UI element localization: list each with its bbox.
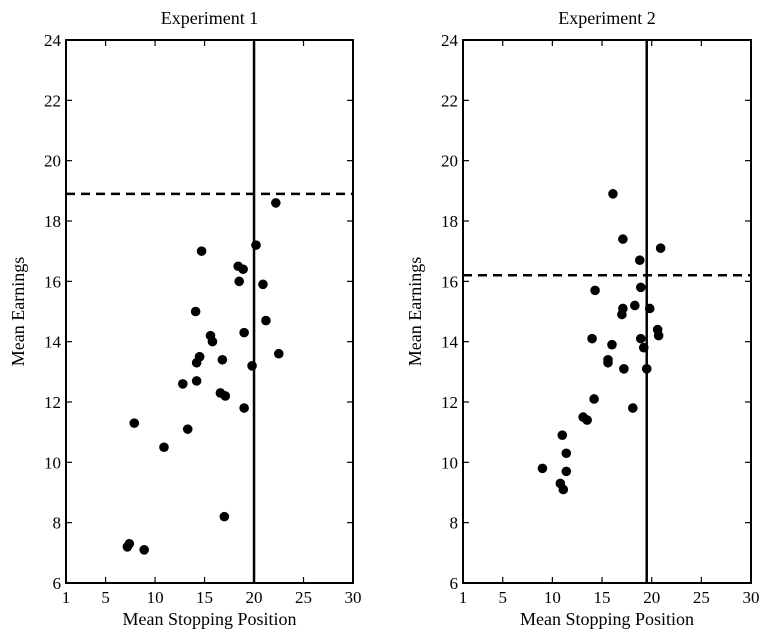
data-point xyxy=(239,327,249,338)
data-point xyxy=(644,303,655,314)
data-point xyxy=(191,376,202,386)
chart-title: Experiment 2 xyxy=(558,8,655,28)
data-point xyxy=(608,189,618,199)
data-point xyxy=(129,418,140,428)
y-tick-label: 12 xyxy=(441,393,458,412)
data-point xyxy=(561,466,572,477)
data-point xyxy=(603,354,613,365)
data-point xyxy=(247,361,257,371)
data-point xyxy=(220,391,231,401)
y-tick-label: 12 xyxy=(44,393,61,412)
x-tick-label: 20 xyxy=(246,588,263,607)
data-point xyxy=(587,333,597,344)
data-point xyxy=(619,364,629,374)
x-tick-label: 30 xyxy=(743,588,760,607)
plot-frame xyxy=(65,39,354,584)
data-point xyxy=(655,243,666,253)
y-tick-label: 8 xyxy=(450,514,459,533)
y-tick-label: 24 xyxy=(441,31,459,50)
y-tick-label: 16 xyxy=(441,272,458,291)
x-tick-label: 15 xyxy=(594,588,611,607)
x-axis-label: Mean Stopping Position xyxy=(520,609,694,629)
data-point xyxy=(139,545,149,555)
x-tick-label: 5 xyxy=(498,588,507,607)
data-point xyxy=(194,351,205,362)
data-point xyxy=(219,511,230,522)
x-tick-label: 10 xyxy=(147,588,164,607)
y-tick-label: 14 xyxy=(44,333,62,352)
y-tick-label: 8 xyxy=(53,514,62,533)
data-point xyxy=(582,415,592,425)
data-point xyxy=(557,430,568,440)
data-point xyxy=(653,330,664,341)
x-axis-label: Mean Stopping Position xyxy=(122,609,296,629)
data-point xyxy=(239,403,249,413)
y-tick-label: 18 xyxy=(441,212,458,231)
data-point xyxy=(635,282,646,293)
y-tick-label: 20 xyxy=(441,152,458,171)
y-tick-label: 6 xyxy=(450,574,459,593)
y-axis-label: Mean Earnings xyxy=(8,257,28,366)
y-tick-label: 6 xyxy=(53,574,62,593)
data-point xyxy=(537,463,548,474)
data-point xyxy=(261,315,271,326)
data-point xyxy=(159,442,169,453)
data-point xyxy=(590,285,600,296)
panels: 1 5 10 15 20 25 30681012141618202224Experiment… xyxy=(8,8,760,629)
data-point xyxy=(628,403,638,413)
y-tick-label: 20 xyxy=(44,152,61,171)
y-tick-label: 22 xyxy=(44,91,61,110)
x-tick-label: 1 xyxy=(459,588,468,607)
y-tick-label: 22 xyxy=(441,91,458,110)
x-tick-label: 1 xyxy=(62,588,71,607)
data-point xyxy=(618,303,628,314)
data-point xyxy=(273,348,284,359)
data-point xyxy=(589,394,599,404)
data-point xyxy=(207,336,218,347)
y-tick-label: 10 xyxy=(441,453,458,472)
data-point xyxy=(177,379,188,389)
y-tick-label: 10 xyxy=(44,453,61,472)
data-point xyxy=(561,448,572,459)
data-point xyxy=(238,264,248,275)
data-point xyxy=(558,484,569,495)
data-point xyxy=(182,424,193,434)
data-point xyxy=(641,364,652,374)
data-point xyxy=(258,279,268,290)
y-tick-label: 16 xyxy=(44,272,61,291)
plot-frame xyxy=(462,39,752,584)
x-tick-label: 30 xyxy=(345,588,362,607)
x-tick-label: 20 xyxy=(643,588,660,607)
data-point xyxy=(251,240,261,250)
y-axis-label: Mean Earnings xyxy=(405,257,425,366)
x-tick-label: 15 xyxy=(196,588,213,607)
chart-panel-1: 1 5 10 15 20 25 30681012141618202224Experiment… xyxy=(8,8,362,629)
data-point xyxy=(638,342,649,353)
data-point xyxy=(634,255,645,266)
data-point xyxy=(190,306,201,317)
data-point xyxy=(630,300,640,311)
x-tick-label: 25 xyxy=(295,588,312,607)
y-tick-label: 14 xyxy=(441,333,459,352)
data-point xyxy=(196,246,207,256)
y-tick-label: 18 xyxy=(44,212,61,231)
x-tick-label: 5 xyxy=(101,588,110,607)
data-point xyxy=(271,198,281,208)
chart-panel-2: 1 5 10 15 20 25 30681012141618202224Experiment… xyxy=(405,8,760,629)
chart-title: Experiment 1 xyxy=(161,8,258,28)
x-tick-label: 25 xyxy=(693,588,710,607)
data-point xyxy=(618,234,628,244)
data-point xyxy=(124,538,135,549)
x-tick-label: 10 xyxy=(544,588,561,607)
data-point xyxy=(217,354,228,365)
data-point xyxy=(607,339,617,350)
y-tick-label: 24 xyxy=(44,31,62,50)
data-point xyxy=(635,333,646,344)
data-point xyxy=(234,276,244,287)
